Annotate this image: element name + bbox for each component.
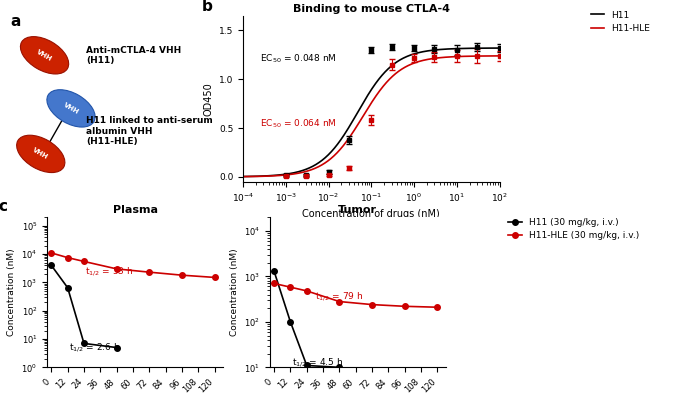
- Text: t$_{1/2}$ = 53 h: t$_{1/2}$ = 53 h: [85, 265, 134, 278]
- Title: Plasma: Plasma: [113, 205, 157, 215]
- Title: Tumor: Tumor: [338, 205, 377, 215]
- Title: Binding to mouse CTLA-4: Binding to mouse CTLA-4: [293, 4, 450, 14]
- Y-axis label: OD450: OD450: [203, 82, 213, 116]
- Text: a: a: [11, 13, 21, 28]
- Y-axis label: Concentration (nM): Concentration (nM): [230, 248, 238, 336]
- Text: t$_{1/2}$ = 2.6 h: t$_{1/2}$ = 2.6 h: [69, 342, 120, 354]
- Text: EC$_{50}$ = 0.048 nM: EC$_{50}$ = 0.048 nM: [260, 53, 337, 65]
- Text: t$_{1/2}$ = 4.5 h: t$_{1/2}$ = 4.5 h: [292, 356, 343, 369]
- Ellipse shape: [17, 135, 65, 173]
- Y-axis label: Concentration (nM): Concentration (nM): [7, 248, 16, 336]
- Text: VHH: VHH: [62, 102, 80, 115]
- Text: Anti-mCTLA-4 VHH
(H11): Anti-mCTLA-4 VHH (H11): [86, 45, 182, 65]
- Legend: H11, H11-HLE: H11, H11-HLE: [587, 7, 654, 37]
- Text: H11 linked to anti-serum
albumin VHH
(H11-HLE): H11 linked to anti-serum albumin VHH (H1…: [86, 116, 213, 146]
- Text: VHH: VHH: [36, 49, 53, 62]
- Text: VHH: VHH: [32, 147, 49, 161]
- Text: EC$_{50}$ = 0.064 nM: EC$_{50}$ = 0.064 nM: [260, 117, 337, 130]
- Ellipse shape: [20, 37, 69, 74]
- Legend: H11 (30 mg/kg, i.v.), H11-HLE (30 mg/kg, i.v.): H11 (30 mg/kg, i.v.), H11-HLE (30 mg/kg,…: [505, 214, 643, 244]
- Text: b: b: [202, 0, 213, 14]
- Ellipse shape: [47, 90, 95, 127]
- X-axis label: Concentration of drugs (nM): Concentration of drugs (nM): [302, 209, 440, 219]
- Text: c: c: [0, 199, 7, 214]
- Text: t$_{1/2}$ = 79 h: t$_{1/2}$ = 79 h: [315, 290, 363, 303]
